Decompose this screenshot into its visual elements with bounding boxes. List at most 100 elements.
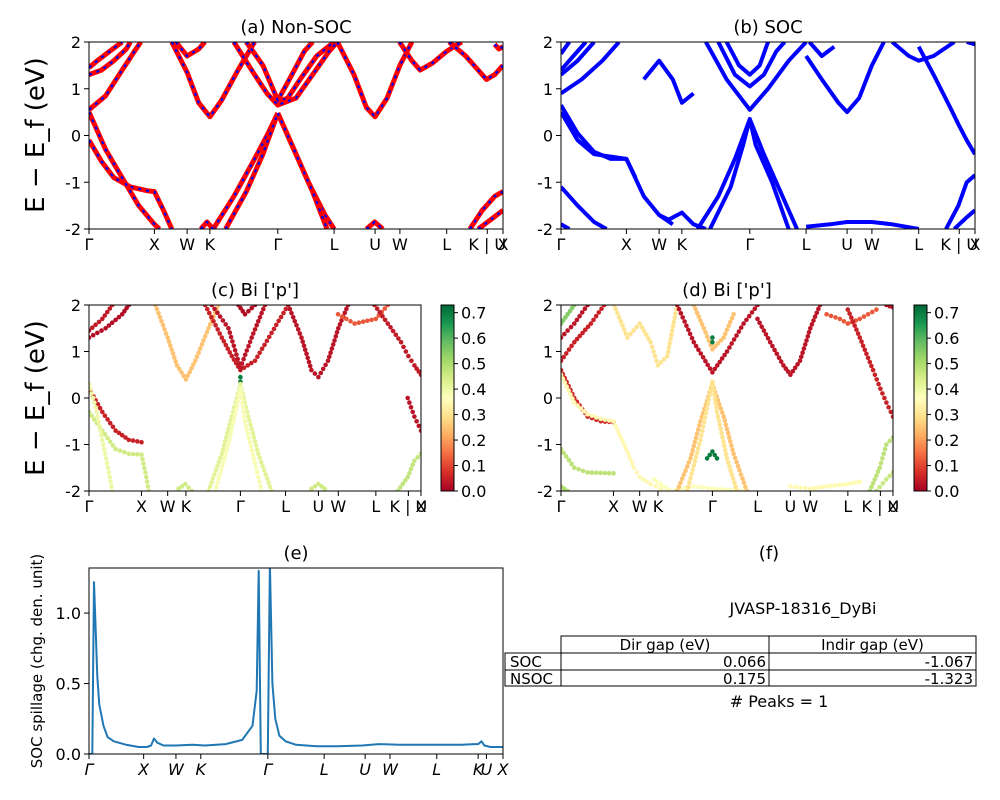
projection-point (388, 325, 393, 330)
projection-point (707, 452, 712, 458)
projection-point (199, 342, 205, 347)
projection-point (884, 477, 889, 482)
projection-point (876, 381, 881, 387)
projection-point (100, 437, 105, 443)
colorbar-tick-label: 0.6 (461, 329, 486, 348)
projection-point (881, 451, 886, 457)
projection-point (194, 354, 200, 360)
projection-point (723, 422, 729, 428)
band-line-nsoc-dash (89, 42, 142, 111)
ytick-label: -1 (65, 173, 81, 192)
projection-point (240, 400, 245, 405)
projection-point (737, 468, 742, 473)
projection-point (702, 415, 708, 420)
projection-point (278, 314, 284, 320)
projection-point (295, 327, 301, 332)
projection-point (96, 419, 101, 424)
band-line-nsoc-dash (224, 112, 279, 229)
table-row-label: NSOC (510, 670, 553, 688)
projection-point (865, 312, 871, 317)
projection-point (623, 446, 628, 451)
colorbar-tick-label: 0.1 (461, 457, 486, 476)
projection-point (245, 431, 251, 437)
projection-point (701, 326, 707, 331)
xtick-label: L (320, 760, 329, 779)
projection-point (798, 485, 803, 490)
projection-point (717, 422, 723, 427)
projection-point (774, 351, 780, 357)
projection-point (870, 309, 875, 315)
projection-point (103, 456, 109, 461)
projection-point (585, 412, 590, 417)
projection-point (219, 335, 225, 340)
xtick-label: U (359, 760, 371, 779)
projection-point (715, 363, 720, 368)
projection-point (732, 480, 737, 486)
projection-point (741, 321, 746, 326)
projection-point (216, 459, 222, 465)
projection-point (828, 483, 834, 489)
projection-point (820, 484, 825, 490)
projection-point (824, 484, 829, 489)
projection-point (414, 419, 419, 424)
projection-point (209, 480, 214, 486)
projection-point (153, 305, 158, 308)
projection-point (874, 473, 879, 478)
projection-point (613, 306, 619, 312)
projection-point (859, 339, 864, 344)
projection-point (867, 359, 873, 365)
projection-point (887, 473, 892, 479)
projection-point (676, 306, 682, 312)
projection-point (578, 406, 584, 411)
projection-point (724, 327, 730, 333)
band-line-nsoc-dash (245, 42, 314, 103)
projection-point (816, 306, 821, 312)
projection-point (231, 416, 237, 422)
projection-point (658, 486, 663, 491)
projection-point (205, 306, 210, 312)
projection-point (290, 314, 296, 320)
projection-point (139, 452, 144, 458)
projection-point (238, 381, 243, 387)
projection-point (788, 484, 793, 489)
projection-point (701, 419, 707, 425)
projection-point (356, 320, 362, 326)
projection-point (621, 327, 627, 332)
projection-point (572, 305, 577, 308)
projection-point (700, 424, 706, 429)
colorbar-tick-label: 0.2 (461, 431, 486, 450)
projection-point (221, 339, 227, 344)
projection-point (717, 359, 722, 365)
projection-point (792, 365, 798, 371)
projection-point (574, 336, 580, 342)
projection-point (763, 332, 769, 337)
projection-point (874, 488, 879, 491)
projection-point (264, 476, 270, 481)
projection-point (875, 469, 881, 474)
xtick-label: X (970, 235, 981, 254)
projection-point (806, 330, 812, 335)
projection-point (882, 446, 888, 452)
projection-point (722, 447, 728, 453)
projection-point (690, 447, 695, 453)
projection-point (126, 305, 132, 308)
projection-point (718, 426, 723, 432)
projection-point (97, 423, 102, 429)
projection-point (564, 384, 569, 390)
projection-point (168, 343, 173, 348)
projection-point (729, 472, 735, 478)
projection-point (305, 355, 311, 361)
projection-point (160, 323, 166, 328)
projection-point (741, 480, 747, 486)
xtick-label: X (621, 235, 632, 254)
ytick-label: 2 (543, 33, 553, 52)
projection-point (390, 328, 396, 334)
projection-point (333, 334, 339, 339)
projection-point (689, 335, 695, 341)
projection-point (320, 366, 326, 372)
projection-point (266, 480, 271, 486)
projection-point (373, 316, 379, 322)
projection-point (607, 418, 612, 423)
projection-point (385, 305, 391, 308)
